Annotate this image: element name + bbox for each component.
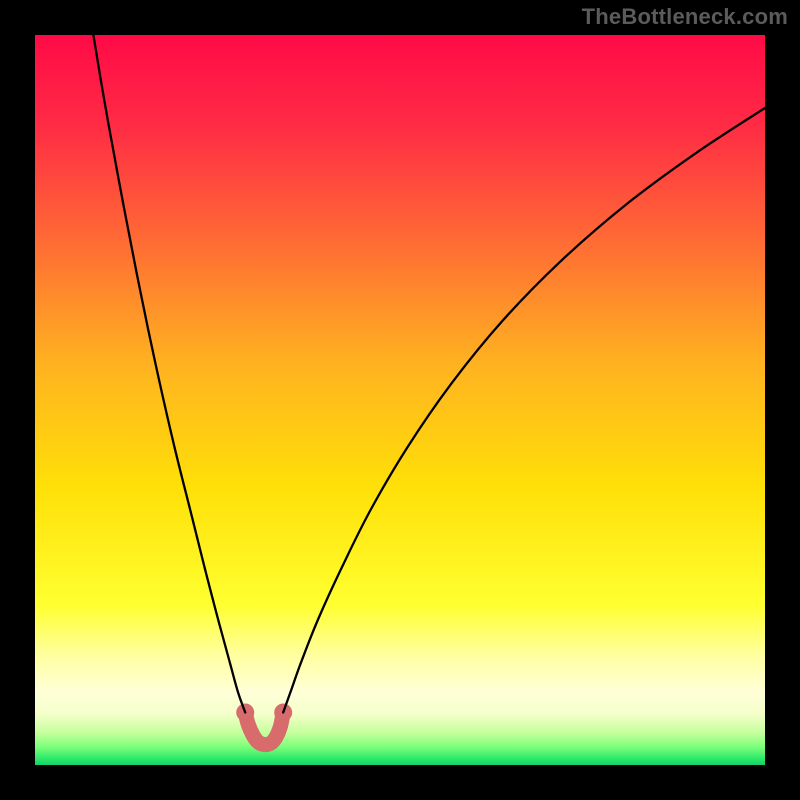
plot-area [35, 35, 765, 765]
gradient-background [35, 35, 765, 765]
plot-svg [35, 35, 765, 765]
watermark-text: TheBottleneck.com [582, 4, 788, 30]
chart-frame: TheBottleneck.com [0, 0, 800, 800]
